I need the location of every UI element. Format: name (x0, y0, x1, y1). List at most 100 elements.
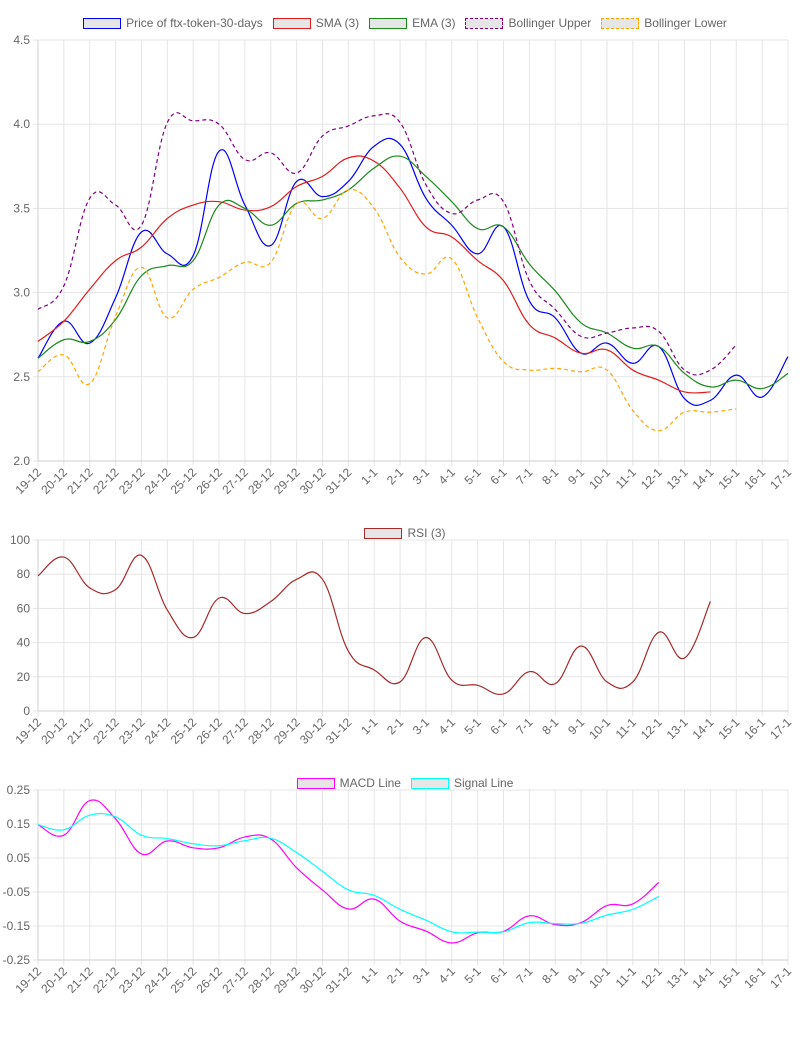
x-tick-label: 1-1 (358, 715, 380, 737)
x-tick-label: 7-1 (513, 964, 535, 986)
x-tick-label: 19-12 (13, 964, 45, 996)
x-tick-label: 16-1 (741, 964, 768, 991)
x-tick-label: 16-1 (741, 465, 768, 492)
legend-item-signal-line[interactable]: Signal Line (410, 776, 514, 790)
x-tick-label: 17-1 (767, 715, 794, 742)
x-tick-label: 5-1 (462, 715, 484, 737)
x-tick-label: 7-1 (513, 715, 535, 737)
x-tick-label: 1-1 (358, 465, 380, 487)
x-tick-label: 24-12 (142, 964, 174, 996)
x-tick-label: 9-1 (565, 465, 587, 487)
y-tick-label: -0.15 (3, 919, 31, 933)
x-tick-label: 6-1 (487, 964, 509, 986)
rsi-chart: 0 20 40 60 80 100 19-1220-1221-1222-1223-1224-… (10, 533, 794, 747)
rsi-chart-panel: RSI (3) 0 20 40 60 80 100 19-12 20-12 21-12 22-12… (0, 510, 810, 760)
x-tick-label: 4-1 (436, 715, 458, 737)
x-tick-label: 20-12 (38, 964, 70, 996)
x-tick-label: 17-1 (767, 465, 794, 492)
y-tick-label: -0.05 (3, 885, 31, 899)
legend-label: Price of ftx-token-30-days (126, 16, 263, 30)
x-tick-label: 3-1 (410, 465, 432, 487)
legend-swatch (83, 17, 122, 29)
x-tick-label: 12-1 (638, 465, 665, 492)
y-tick-label: 80 (17, 567, 31, 581)
series-line-rsi-3 (37, 554, 711, 696)
price-chart: 2.0 2.5 3.0 3.5 4.0 4.5 19-1220-1221-1222-1223… (13, 33, 795, 497)
legend-swatch (369, 17, 408, 29)
x-tick-label: 28-12 (245, 715, 277, 747)
x-tick-label: 7-1 (513, 465, 535, 487)
x-tick-label: 26-12 (194, 715, 226, 747)
x-tick-label: 16-1 (741, 715, 768, 742)
x-tick-label: 21-12 (64, 715, 96, 747)
x-tick-label: 10-1 (586, 465, 613, 492)
legend-swatch (272, 17, 311, 29)
x-tick-label: 15-1 (716, 465, 743, 492)
x-tick-label: 14-1 (690, 465, 717, 492)
series-line-macd-line (37, 799, 660, 944)
y-tick-label: 0.15 (7, 817, 31, 831)
legend-item-price-of-ftx-token-30-days[interactable]: Price of ftx-token-30-days (83, 16, 263, 30)
y-tick-label: 0 (23, 704, 30, 718)
y-tick-label: 2.5 (13, 370, 30, 384)
x-tick-label: 15-1 (716, 964, 743, 991)
legend-item-bollinger-lower[interactable]: Bollinger Lower (601, 16, 727, 30)
x-tick-label: 9-1 (565, 715, 587, 737)
legend-item-sma-3[interactable]: SMA (3) (272, 16, 359, 30)
rsi-gridlines (33, 539, 789, 716)
x-tick-label: 2-1 (384, 964, 406, 986)
x-tick-label: 12-1 (638, 964, 665, 991)
x-tick-label: 27-12 (219, 465, 251, 497)
x-tick-label: 13-1 (664, 715, 691, 742)
price-chart-legend: Price of ftx-token-30-days SMA (3) EMA (3)… (0, 14, 810, 32)
macd-chart-legend: MACD Line Signal Line (0, 774, 810, 792)
legend-item-macd-line[interactable]: MACD Line (296, 776, 401, 790)
x-tick-label: 31-12 (323, 964, 355, 996)
legend-item-ema-3[interactable]: EMA (3) (369, 16, 455, 30)
x-tick-label: 10-1 (586, 715, 613, 742)
macd-x-axis-labels: 19-1220-1221-1222-1223-1224-1225-1226-12… (13, 964, 795, 996)
x-tick-label: 29-12 (271, 465, 303, 497)
y-tick-label: 100 (10, 533, 30, 547)
legend-item-rsi-3[interactable]: RSI (3) (364, 526, 446, 540)
y-tick-label: 40 (17, 636, 31, 650)
x-tick-label: 28-12 (245, 465, 277, 497)
legend-label: Signal Line (453, 776, 514, 790)
x-tick-label: 24-12 (142, 465, 174, 497)
x-tick-label: 25-12 (168, 465, 200, 497)
x-tick-label: 13-1 (664, 465, 691, 492)
y-tick-label: 3.5 (13, 201, 30, 215)
x-tick-label: 9-1 (565, 964, 587, 986)
series-line-ema-3 (37, 155, 789, 390)
x-tick-label: 1-1 (358, 964, 380, 986)
x-tick-label: 22-12 (90, 964, 122, 996)
x-tick-label: 19-12 (13, 715, 45, 747)
x-tick-label: 10-1 (586, 964, 613, 991)
y-tick-label: 4.0 (13, 117, 30, 131)
x-tick-label: 2-1 (384, 715, 406, 737)
x-tick-label: 11-1 (613, 964, 639, 990)
x-tick-label: 22-12 (90, 715, 122, 747)
series-line-signal-line (37, 812, 659, 934)
x-tick-label: 4-1 (436, 465, 458, 487)
x-tick-label: 30-12 (297, 964, 329, 996)
x-tick-label: 11-1 (613, 465, 639, 491)
legend-swatch (364, 527, 403, 539)
legend-item-bollinger-upper[interactable]: Bollinger Upper (465, 16, 591, 30)
y-tick-label: 0.25 (7, 783, 31, 797)
x-tick-label: 29-12 (271, 964, 303, 996)
x-tick-label: 19-12 (13, 465, 45, 497)
x-tick-label: 27-12 (219, 964, 251, 996)
x-tick-label: 2-1 (384, 465, 406, 487)
x-tick-label: 23-12 (116, 465, 148, 497)
x-tick-label: 30-12 (297, 465, 329, 497)
x-tick-label: 8-1 (539, 465, 561, 487)
series-line-bollinger-lower (37, 188, 737, 432)
x-tick-label: 5-1 (462, 964, 484, 986)
x-tick-label: 3-1 (410, 715, 432, 737)
y-tick-label: 20 (17, 670, 31, 684)
x-tick-label: 4-1 (436, 964, 458, 986)
rsi-y-axis-labels: 0 20 40 60 80 100 (10, 533, 30, 718)
macd-chart-panel: MACD Line Signal Line -0.25 -0.15 -0.05 0.05… (0, 760, 810, 1060)
macd-chart: -0.25 -0.15 -0.05 0.05 0.15 0.25 19-1220-1221-… (3, 783, 795, 996)
